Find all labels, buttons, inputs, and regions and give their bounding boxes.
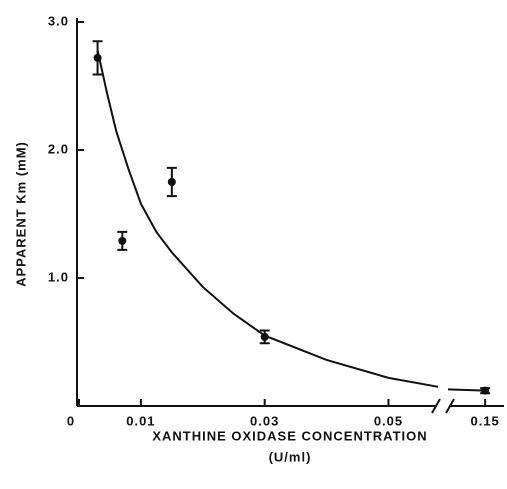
x-tick-label: 0.05: [374, 413, 403, 428]
point: [118, 236, 127, 245]
fit-curve: [96, 49, 486, 392]
point: [481, 386, 490, 395]
point: [93, 53, 102, 62]
y-tick-label: 1.0: [48, 269, 69, 284]
y-axis-label: APPARENT Km (mM): [13, 141, 28, 287]
x-axis-unit: (U/ml): [269, 449, 312, 464]
y-tick-label: 2.0: [48, 141, 69, 156]
x-tick-label: 0.15: [470, 413, 499, 428]
y-tick-label: 3.0: [48, 13, 69, 28]
x-axis-label: XANTHINE OXIDASE CONCENTRATION: [152, 428, 427, 443]
x-tick-label: 0: [67, 413, 75, 428]
axis-break: [431, 398, 455, 414]
x-tick-label: 0.01: [126, 413, 155, 428]
point: [260, 332, 269, 341]
x-tick-label: 0.03: [250, 413, 279, 428]
point: [167, 178, 176, 186]
